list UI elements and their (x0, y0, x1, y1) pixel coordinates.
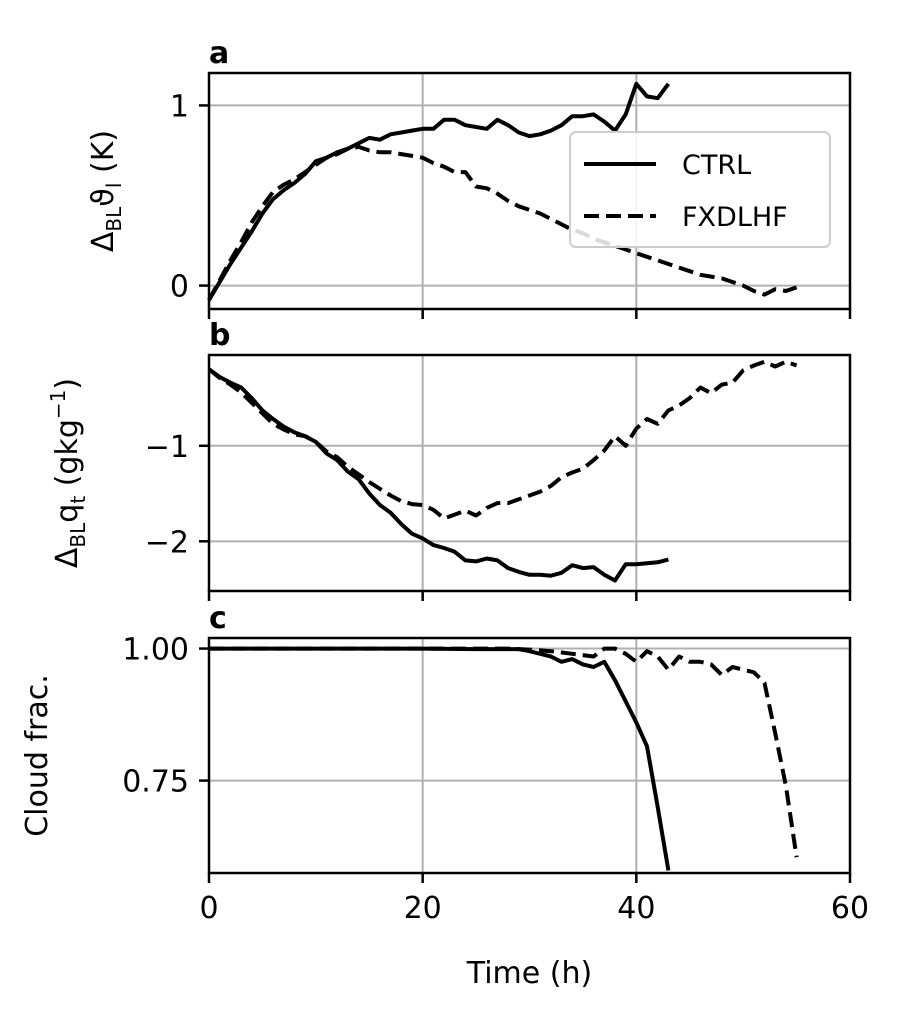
y-tick-label: −2 (145, 525, 189, 560)
x-axis-label: Time (h) (466, 956, 592, 991)
y-axis-label: Cloud frac. (20, 674, 55, 837)
y-tick-label: −1 (145, 430, 189, 465)
y-axis-label-part: ) (50, 378, 85, 390)
axes-frame (207, 71, 852, 311)
series-line-ctrl (207, 367, 669, 583)
y-axis-label-part: l (102, 183, 126, 189)
x-tick-label: 40 (617, 891, 655, 926)
panel-c: 0 20 40 60 1.00 0.75 c Cloud frac. Time (h) (20, 601, 869, 991)
y-tick-label: 0 (170, 270, 189, 305)
y-axis-label-part: t (66, 496, 90, 504)
y-axis-label-part: q (50, 504, 85, 523)
y-axis-label-part: Cloud frac. (20, 674, 55, 837)
y-axis-label-part: (K) (86, 130, 121, 183)
y-axis-label-part: (gkg (50, 419, 85, 496)
y-axis-label: ΔBLϑl (K) (86, 130, 126, 252)
y-tick-label: 1.00 (122, 633, 189, 668)
y-axis-label-part: −1 (46, 390, 70, 419)
series-line-ctrl (209, 646, 671, 871)
series-line-fxdlhf (209, 646, 799, 858)
panel-a: 0 1a ΔBLϑl (K) CTRL FXDLHF (86, 36, 852, 319)
y-tick-label: 1 (170, 89, 189, 124)
series-line-fxdlhf (207, 359, 798, 521)
legend: CTRL FXDLHF (569, 131, 831, 248)
y-axis-label-part: ϑ (86, 188, 121, 207)
x-tick-label: 20 (404, 891, 442, 926)
y-tick-label: 0.75 (122, 765, 189, 800)
panel-letter: b (209, 318, 230, 353)
panel-letter: a (209, 36, 229, 71)
y-axis-label: ΔBLqt (gkg−1) (46, 378, 90, 568)
x-tick-label: 0 (199, 891, 218, 926)
axes-frame (207, 353, 852, 593)
series-line-ctrl (207, 81, 671, 302)
y-axis-label-part: BL (102, 206, 126, 232)
y-axis-label-part: Δ (50, 547, 85, 568)
series-line-fxdlhf (207, 144, 798, 301)
y-axis-label-part: BL (66, 522, 90, 548)
x-tick-label: 60 (831, 891, 869, 926)
legend-label: FXDLHF (682, 202, 788, 233)
legend-label: CTRL (682, 150, 751, 181)
y-axis-label-part: Δ (86, 231, 121, 252)
panel-letter: c (209, 601, 227, 636)
axes-frame (207, 636, 852, 875)
legend-box (569, 131, 831, 248)
